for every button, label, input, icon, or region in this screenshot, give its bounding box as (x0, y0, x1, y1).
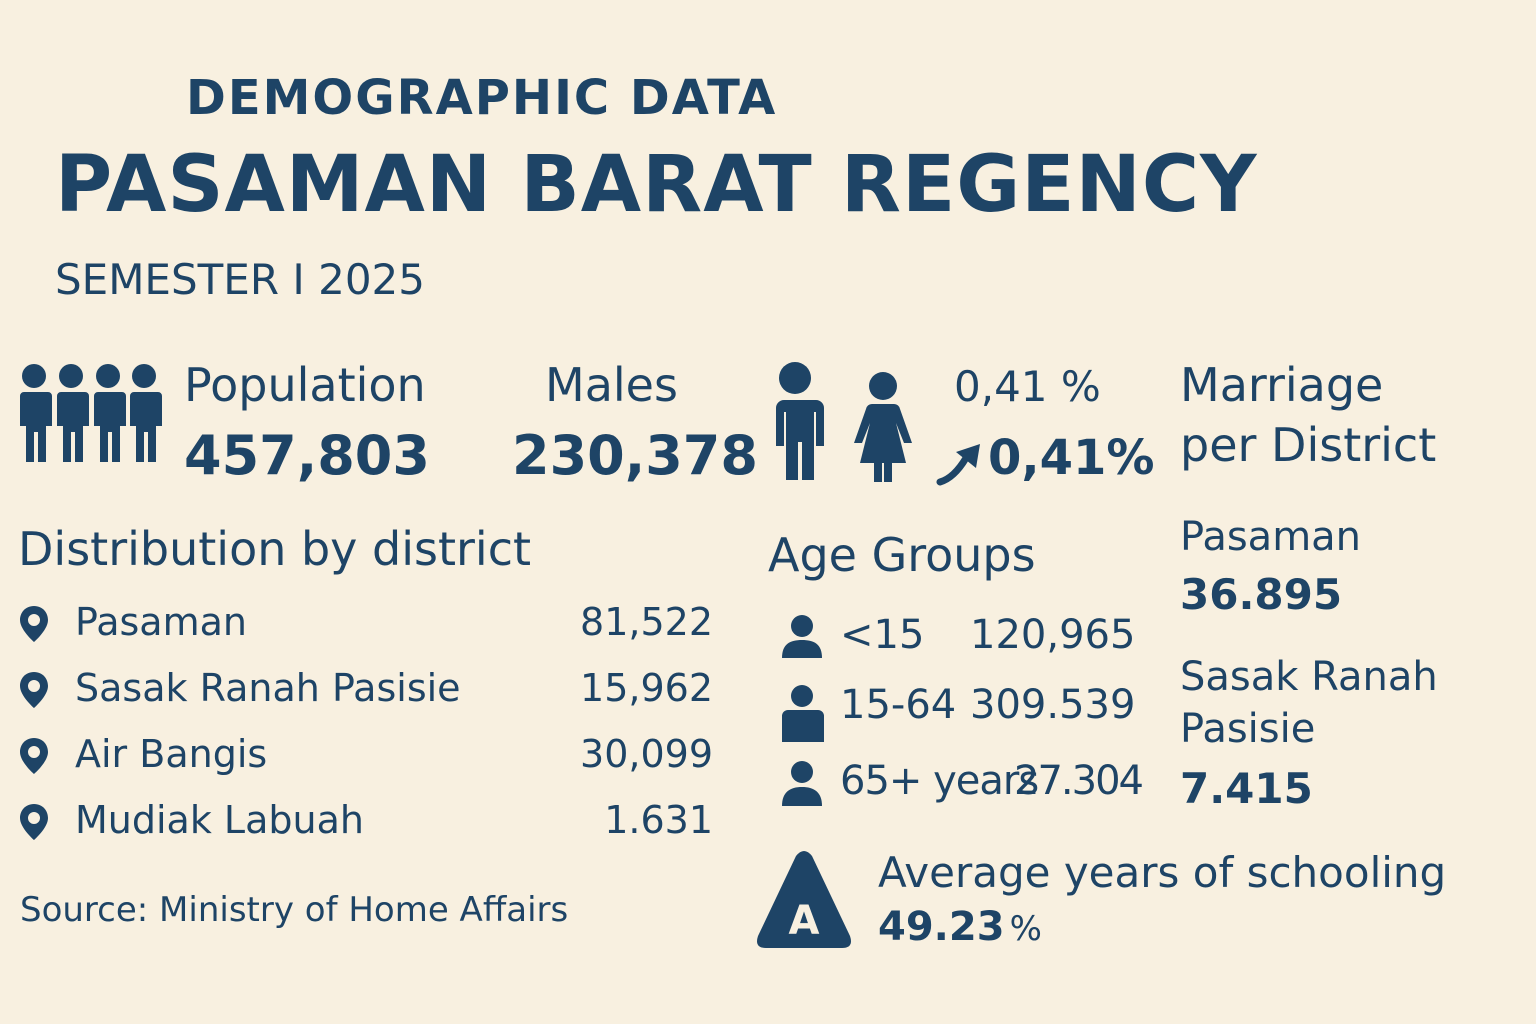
list-item: 15-64 309.539 (778, 680, 1138, 742)
population-label: Population (184, 358, 426, 412)
list-item: Mudiak Labuah 1.631 (18, 796, 713, 846)
people-group-icon (16, 362, 162, 462)
males-value: 230,378 (512, 424, 758, 487)
semester-label: SEMESTER I 2025 (55, 255, 425, 304)
schooling-value-group: 49.23 % (878, 904, 1042, 950)
growth-rate-bold: 0,41% (988, 430, 1155, 486)
schooling-badge-letter: A (789, 898, 820, 944)
source-note: Source: Ministry of Home Affairs (20, 890, 569, 930)
location-pin-icon (18, 604, 50, 644)
list-item: Air Bangis 30,099 (18, 730, 713, 780)
marriage-title-line2: per District (1180, 418, 1437, 472)
child-icon (778, 614, 826, 660)
age-group-label: 15-64 (840, 682, 957, 728)
district-value: 15,962 (580, 666, 713, 710)
distribution-title: Distribution by district (18, 522, 532, 576)
district-name: Sasak Ranah Pasisie (75, 666, 461, 710)
age-group-label: 65+ years (840, 758, 1039, 804)
district-value: 1.631 (604, 798, 713, 842)
list-item: Pasaman 81,522 (18, 598, 713, 648)
marriage-district-name: Pasaman (1180, 514, 1362, 560)
district-value: 30,099 (580, 732, 713, 776)
location-pin-icon (18, 802, 50, 842)
marriage-district-name: Sasak Ranah (1180, 654, 1438, 700)
schooling-value: 49.23 (878, 904, 1005, 950)
trend-up-arrow-icon (936, 440, 988, 486)
age-groups-title: Age Groups (768, 528, 1036, 582)
growth-rate: 0,41 % (954, 362, 1101, 411)
woman-icon (852, 370, 914, 482)
district-name: Mudiak Labuah (75, 798, 364, 842)
district-name: Pasaman (75, 600, 247, 644)
marriage-district-value: 7.415 (1180, 764, 1313, 813)
location-pin-icon (18, 670, 50, 710)
marriage-district-name: Pasisie (1180, 706, 1316, 752)
district-value: 81,522 (580, 600, 713, 644)
age-group-value: 27.304 (1014, 758, 1144, 804)
schooling-label: Average years of schooling (878, 848, 1447, 897)
district-name: Air Bangis (75, 732, 268, 776)
schooling-unit: % (1009, 909, 1042, 949)
list-item: <15 120,965 (778, 610, 1138, 666)
location-pin-icon (18, 736, 50, 776)
marriage-district-value: 36.895 (1180, 570, 1343, 619)
list-item: 65+ years 27.304 (778, 756, 1144, 812)
supertitle: DEMOGRAPHIC DATA (186, 70, 778, 126)
males-label: Males (545, 358, 678, 412)
age-group-value: 120,965 (970, 612, 1136, 658)
man-icon (764, 360, 826, 482)
page-title: PASAMAN BARAT REGENCY (55, 140, 1258, 230)
list-item: Sasak Ranah Pasisie 15,962 (18, 664, 713, 714)
marriage-title-line1: Marriage (1180, 358, 1384, 412)
population-value: 457,803 (184, 424, 430, 487)
adult-icon (778, 684, 826, 744)
age-group-value: 309.539 (970, 682, 1136, 728)
elder-icon (778, 760, 826, 808)
schooling-badge-icon: A (754, 848, 854, 952)
age-group-label: <15 (840, 612, 925, 658)
